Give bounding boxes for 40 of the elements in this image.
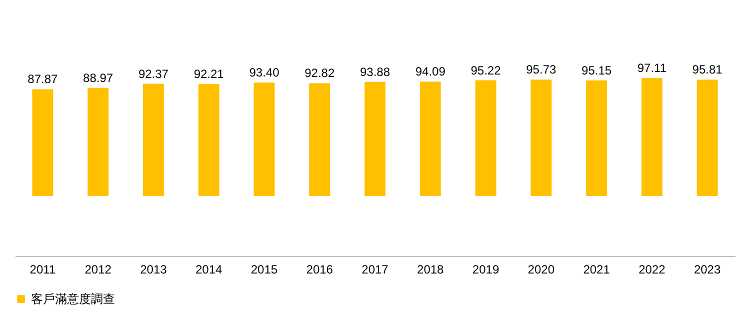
bar (696, 80, 718, 196)
bar (420, 82, 441, 196)
x-tick-label: 2020 (528, 262, 555, 276)
data-label: 93.88 (360, 64, 390, 79)
legend-label: 客戶滿意度調查 (31, 292, 115, 306)
x-tick-label: 2011 (30, 262, 56, 276)
bar (475, 80, 496, 196)
data-label: 87.87 (28, 72, 58, 86)
data-label: 94.09 (415, 64, 446, 79)
data-label: 92.82 (304, 66, 335, 80)
x-tick-label: 2012 (84, 262, 112, 276)
x-tick-label: 2018 (417, 262, 444, 276)
bar (530, 80, 552, 196)
x-tick-label: 2017 (362, 262, 389, 276)
data-label: 88.97 (83, 70, 114, 85)
x-tick-label: 2014 (195, 262, 223, 276)
bar (142, 84, 164, 196)
x-tick-label: 2015 (250, 262, 278, 276)
bar (586, 80, 608, 196)
x-tick-label: 2023 (694, 262, 721, 276)
x-tick-label: 2021 (583, 262, 610, 276)
data-label: 92.21 (194, 66, 224, 81)
bar (32, 89, 54, 196)
x-tick-label: 2019 (472, 262, 500, 276)
data-label: 92.37 (138, 66, 169, 81)
bar (364, 82, 386, 196)
data-label: 95.81 (692, 62, 723, 77)
x-tick-label: 2013 (140, 262, 168, 276)
bar (198, 84, 220, 196)
x-tick-label: 2016 (306, 262, 334, 276)
data-label: 95.22 (470, 63, 502, 78)
data-label: 97.11 (637, 61, 667, 75)
data-label: 93.40 (249, 66, 280, 80)
x-tick-label: 2022 (638, 262, 666, 276)
data-label: 95.73 (526, 62, 556, 77)
bar (641, 78, 662, 196)
bar (254, 82, 275, 196)
bar (88, 88, 109, 196)
bar (309, 83, 330, 196)
data-label: 95.15 (582, 63, 612, 78)
